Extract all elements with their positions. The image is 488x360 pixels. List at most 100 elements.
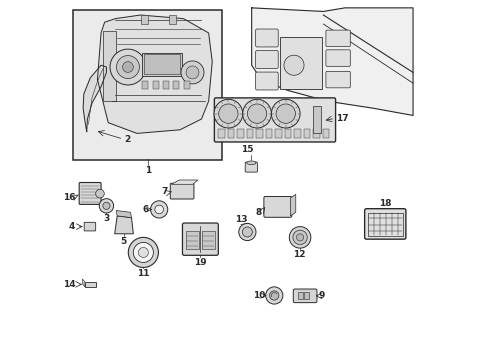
Polygon shape — [171, 180, 198, 184]
Bar — [294, 129, 300, 138]
Bar — [202, 231, 214, 249]
Text: 5: 5 — [120, 237, 126, 246]
Bar — [169, 15, 176, 24]
FancyBboxPatch shape — [255, 72, 278, 90]
Text: 7: 7 — [161, 187, 167, 196]
FancyBboxPatch shape — [244, 162, 257, 172]
Circle shape — [150, 201, 167, 218]
Circle shape — [296, 234, 303, 241]
FancyBboxPatch shape — [170, 183, 194, 199]
Bar — [173, 81, 179, 89]
FancyBboxPatch shape — [79, 183, 101, 204]
FancyBboxPatch shape — [364, 209, 405, 239]
Text: 18: 18 — [378, 199, 390, 208]
Text: 19: 19 — [194, 258, 206, 267]
Bar — [280, 37, 321, 89]
Circle shape — [102, 202, 110, 210]
FancyBboxPatch shape — [325, 71, 349, 88]
FancyBboxPatch shape — [264, 197, 291, 217]
Text: 12: 12 — [292, 250, 305, 259]
Polygon shape — [83, 65, 106, 132]
Polygon shape — [290, 194, 295, 216]
Circle shape — [138, 247, 148, 257]
Circle shape — [116, 55, 139, 78]
Circle shape — [292, 230, 306, 244]
Polygon shape — [251, 8, 412, 116]
Text: 15: 15 — [241, 145, 253, 154]
Bar — [297, 292, 303, 300]
FancyBboxPatch shape — [84, 222, 96, 231]
Text: 13: 13 — [234, 215, 246, 224]
Text: 3: 3 — [103, 214, 109, 223]
Circle shape — [238, 224, 255, 240]
Circle shape — [128, 237, 158, 267]
Text: 4: 4 — [69, 222, 75, 231]
Circle shape — [265, 287, 282, 304]
Bar — [218, 129, 224, 138]
Circle shape — [242, 99, 271, 128]
FancyBboxPatch shape — [255, 29, 278, 47]
FancyBboxPatch shape — [182, 223, 218, 255]
Circle shape — [181, 61, 203, 84]
FancyBboxPatch shape — [214, 98, 335, 142]
Ellipse shape — [246, 161, 255, 165]
Circle shape — [271, 99, 300, 128]
Circle shape — [214, 99, 242, 128]
FancyBboxPatch shape — [293, 289, 316, 303]
Text: 17: 17 — [335, 114, 348, 123]
Circle shape — [218, 104, 238, 123]
Text: 8: 8 — [255, 208, 261, 217]
Polygon shape — [116, 211, 131, 218]
Circle shape — [185, 66, 199, 79]
Text: 10: 10 — [252, 291, 265, 300]
Text: 16: 16 — [62, 193, 75, 202]
Bar — [275, 129, 281, 138]
Bar — [237, 129, 243, 138]
Bar — [144, 54, 180, 74]
Bar — [185, 231, 199, 249]
Circle shape — [96, 189, 104, 198]
Bar — [140, 15, 147, 24]
Text: 9: 9 — [317, 291, 324, 300]
Circle shape — [155, 205, 163, 214]
Polygon shape — [97, 15, 212, 134]
Circle shape — [284, 55, 304, 75]
Text: 1: 1 — [144, 166, 150, 175]
Bar — [284, 129, 290, 138]
FancyBboxPatch shape — [325, 30, 349, 46]
Circle shape — [110, 49, 145, 85]
Bar — [183, 81, 189, 89]
Bar — [304, 292, 309, 300]
Bar — [163, 81, 169, 89]
Bar — [73, 10, 222, 160]
Bar — [265, 129, 272, 138]
Bar — [246, 129, 253, 138]
FancyBboxPatch shape — [325, 50, 349, 66]
Bar — [256, 129, 262, 138]
Circle shape — [99, 199, 113, 213]
Bar — [227, 129, 234, 138]
Polygon shape — [82, 279, 85, 287]
Circle shape — [133, 242, 153, 262]
Text: 6: 6 — [142, 205, 148, 214]
Circle shape — [122, 62, 133, 72]
Text: 14: 14 — [63, 280, 76, 289]
Bar — [102, 31, 116, 101]
Bar — [367, 213, 402, 235]
Bar — [142, 81, 148, 89]
Circle shape — [269, 291, 278, 300]
Bar — [85, 282, 96, 287]
Circle shape — [276, 104, 295, 123]
Bar — [142, 53, 182, 76]
Bar — [152, 81, 159, 89]
Text: 11: 11 — [137, 269, 149, 278]
Circle shape — [247, 104, 266, 123]
Circle shape — [289, 226, 310, 248]
Bar — [322, 129, 328, 138]
Text: 2: 2 — [124, 135, 130, 144]
Polygon shape — [115, 216, 133, 234]
Circle shape — [242, 227, 252, 237]
Bar — [312, 107, 320, 134]
Bar — [303, 129, 309, 138]
Bar — [312, 129, 319, 138]
